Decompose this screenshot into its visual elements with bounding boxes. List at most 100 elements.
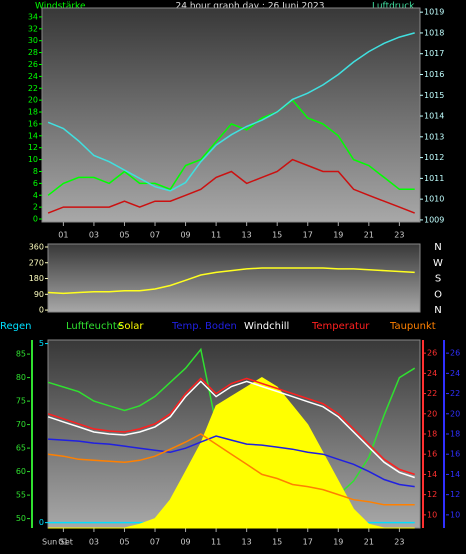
plot-area (41, 7, 421, 223)
y-tick-label: 55 (16, 491, 26, 500)
y-tick-label: 14 (28, 131, 38, 140)
x-tick-label: 15 (272, 538, 282, 547)
y3-tick-label: 24 (450, 369, 460, 378)
y-tick-label: 6 (33, 179, 38, 188)
y-tick-label: 70 (16, 420, 26, 429)
y3-tick-label: 22 (450, 389, 460, 398)
y-tick-label: 30 (28, 36, 38, 45)
line (48, 267, 415, 295)
wind-label: Windstärke (35, 2, 86, 12)
y3-tick-label: 18 (450, 430, 460, 439)
legend-entry: Temp. Boden (171, 321, 237, 332)
y2-tick-label: 1019 (424, 8, 444, 17)
x-tick-label: 17 (303, 231, 313, 240)
y2-tick-label: 1014 (424, 112, 444, 121)
y2-tick-label: 22 (427, 389, 437, 398)
y-tick-label: 18 (28, 108, 38, 117)
y2-tick-label: 1015 (424, 91, 444, 100)
x-tick-label: 01 (58, 231, 68, 240)
legend-entry: Temperatur (311, 321, 370, 332)
y4-tick-label: 5 (39, 339, 44, 348)
y2-tick-label: 26 (427, 349, 437, 358)
x-tick-label: 05 (119, 231, 129, 240)
legend-entry: Solar (118, 321, 144, 332)
legend-entry: Regen (0, 321, 32, 332)
pressure-label: Luftdruck (372, 2, 415, 12)
y-tick-label: 75 (16, 397, 26, 406)
y-tick-label: 10 (28, 155, 38, 164)
y2-tick-label: 10 (427, 510, 437, 519)
y-tick-label: 65 (16, 444, 26, 453)
y-tick-label: 26 (28, 60, 38, 69)
y-tick-label: 60 (16, 467, 26, 476)
y-tick-label: 8 (33, 167, 38, 176)
y3-tick-label: 16 (450, 450, 460, 459)
compass-label: W (433, 258, 443, 269)
x-tick-label: 13 (242, 538, 252, 547)
y-tick-label: 12 (28, 143, 38, 152)
y-tick-label: 180 (29, 274, 44, 283)
y2-tick-label: 16 (427, 450, 437, 459)
y-tick-label: 34 (28, 12, 38, 21)
y2-tick-label: 14 (427, 470, 437, 479)
x-tick-label: 07 (150, 538, 160, 547)
line (47, 377, 415, 476)
x-tick-label: 23 (394, 231, 404, 240)
line (48, 433, 415, 506)
y2-tick-label: 1012 (424, 153, 444, 162)
compass-label: N (434, 305, 441, 316)
x-tick-label: 17 (303, 538, 313, 547)
x-tick-label: 21 (364, 231, 374, 240)
plot-area (47, 243, 421, 313)
x-tick-label: 07 (150, 231, 160, 240)
x-tick-label: 15 (272, 231, 282, 240)
y2-tick-label: 12 (427, 490, 437, 499)
y-tick-label: 2 (33, 203, 38, 212)
line (47, 99, 415, 196)
x-tick-label: 05 (119, 538, 129, 547)
y-tick-label: 360 (29, 242, 44, 251)
y2-tick-label: 18 (427, 430, 437, 439)
compass-label: O (434, 289, 442, 300)
x-tick-label: 01 (58, 538, 68, 547)
y-tick-label: 0 (39, 306, 44, 315)
y-tick-label: 32 (28, 24, 38, 33)
x-tick-label: 11 (211, 538, 221, 547)
line (48, 435, 415, 488)
line (47, 158, 415, 214)
y2-tick-label: 1017 (424, 49, 444, 58)
y2-tick-label: 1009 (424, 215, 444, 224)
annotation: Sun Set (42, 538, 73, 547)
x-tick-label: 19 (333, 231, 343, 240)
compass-label: S (435, 274, 441, 285)
x-tick-label: 09 (180, 538, 190, 547)
y-tick-label: 270 (29, 258, 44, 267)
y-tick-label: 80 (16, 373, 26, 382)
y-tick-label: 22 (28, 84, 38, 93)
x-tick-label: 03 (89, 231, 99, 240)
y2-tick-label: 24 (427, 369, 437, 378)
x-tick-label: 03 (89, 538, 99, 547)
y2-tick-label: 1016 (424, 70, 444, 79)
legend-entry: Taupunkt (389, 321, 436, 332)
x-tick-label: 11 (211, 231, 221, 240)
x-tick-label: 13 (242, 231, 252, 240)
y3-tick-label: 26 (450, 349, 460, 358)
x-tick-label: 09 (180, 231, 190, 240)
y2-tick-label: 1010 (424, 195, 444, 204)
y3-tick-label: 10 (450, 510, 460, 519)
y-tick-label: 0 (33, 215, 38, 224)
y-tick-label: 20 (28, 96, 38, 105)
x-tick-label: 21 (364, 538, 374, 547)
compass-label: N (434, 242, 441, 253)
y-tick-label: 90 (34, 290, 44, 299)
y4-tick-label: 0 (39, 518, 44, 527)
legend-entry: Windchill (244, 321, 289, 332)
y3-tick-label: 14 (450, 470, 460, 479)
chart-title: 24 hour graph day : 26 Juni 2023 (176, 2, 325, 12)
y3-tick-label: 20 (450, 409, 460, 418)
y-tick-label: 50 (16, 514, 26, 523)
x-tick-label: 19 (333, 538, 343, 547)
y-tick-label: 85 (16, 350, 26, 359)
line (47, 32, 415, 192)
